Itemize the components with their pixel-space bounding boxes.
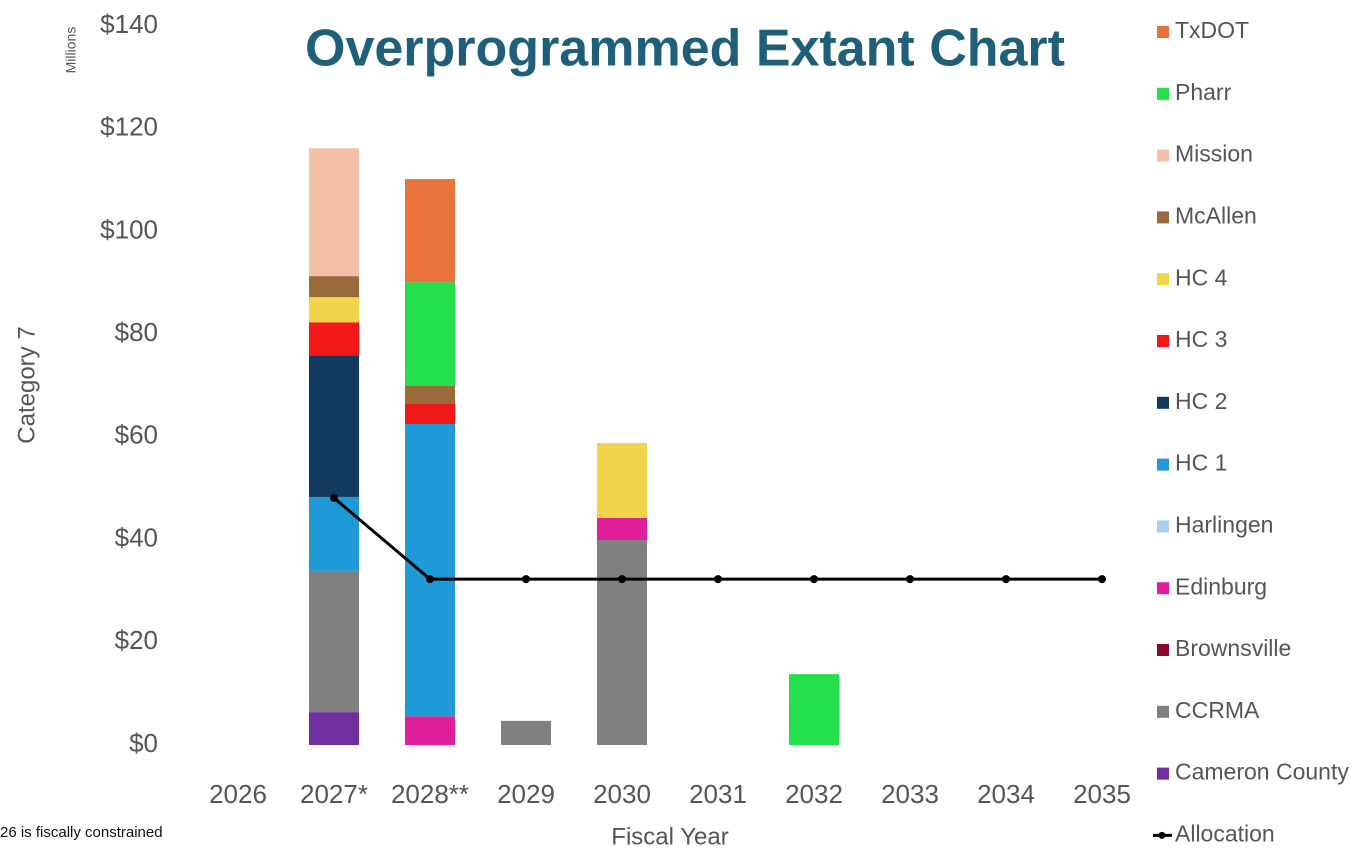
x-tick-label: 2026: [209, 779, 267, 809]
y-tick-label: $40: [115, 522, 158, 552]
bar-segment: [309, 355, 359, 497]
bar-segment: [309, 496, 359, 571]
x-tick-label: 2033: [881, 779, 939, 809]
x-tick-label: 2034: [977, 779, 1035, 809]
legend-label: CCRMA: [1175, 697, 1260, 723]
x-axis-title: Fiscal Year: [611, 823, 728, 850]
legend-swatch: [1157, 582, 1169, 595]
legend-label: Brownsville: [1175, 635, 1291, 661]
x-tick-label: 2027*: [300, 779, 368, 809]
allocation-marker: [426, 575, 434, 584]
legend-label: Pharr: [1175, 79, 1232, 105]
y-tick-label: $80: [115, 317, 158, 347]
allocation-marker: [906, 575, 914, 584]
bar-segment: [309, 322, 359, 356]
bar-segment: [309, 570, 359, 713]
footnote: 26 is fiscally constrained: [0, 824, 163, 841]
allocation-marker: [330, 493, 338, 502]
legend-label: HC 3: [1175, 326, 1227, 352]
legend-swatch: [1157, 396, 1169, 409]
allocation-marker: [1098, 575, 1106, 584]
allocation-marker: [522, 575, 530, 584]
legend-label: Harlingen: [1175, 511, 1273, 537]
y-tick-label: $140: [100, 9, 158, 39]
legend-swatch: [1157, 705, 1169, 718]
legend-label: HC 1: [1175, 450, 1227, 476]
x-tick-label: 2030: [593, 779, 651, 809]
x-tick-label: 2032: [785, 779, 843, 809]
x-tick-label: 2028**: [391, 779, 469, 809]
bar-segment: [309, 712, 359, 745]
legend-label: Edinburg: [1175, 573, 1267, 599]
y-tick-label: $60: [115, 420, 158, 450]
bar-segment: [309, 297, 359, 323]
bar-segment: [405, 403, 455, 425]
legend-label: McAllen: [1175, 202, 1257, 228]
y-tick-label: $20: [115, 625, 158, 655]
legend-label: TxDOT: [1175, 17, 1249, 43]
legend-label: Allocation: [1175, 820, 1275, 846]
bar-segment: [597, 443, 647, 519]
legend-swatch: [1157, 644, 1169, 656]
x-tick-label: 2035: [1073, 779, 1131, 809]
x-tick-label: 2031: [689, 779, 747, 809]
legend-swatch: [1157, 335, 1169, 347]
legend-swatch: [1157, 273, 1169, 286]
x-tick-label: 2029: [497, 779, 555, 809]
legend-label: HC 4: [1175, 264, 1228, 290]
legend-swatch: [1157, 87, 1169, 100]
legend-swatch: [1157, 458, 1169, 471]
legend-swatch: [1157, 149, 1169, 162]
legend-swatch: [1157, 26, 1169, 38]
bar-segment: [597, 540, 647, 745]
chart-title: Overprogrammed Extant Chart: [305, 20, 1065, 78]
bar-segment: [405, 716, 455, 745]
y-tick-label: $100: [100, 214, 158, 244]
legend-label: HC 2: [1175, 388, 1227, 414]
allocation-marker: [714, 575, 722, 584]
allocation-marker: [810, 575, 818, 584]
bar-segment: [405, 424, 455, 717]
legend-swatch: [1157, 211, 1169, 224]
bar-segment: [501, 720, 551, 745]
legend-label: Cameron County: [1175, 759, 1349, 785]
y-tick-label: $120: [100, 112, 158, 142]
bar-segment: [597, 518, 647, 541]
bar-segment: [789, 674, 839, 745]
y-axis-title: Category 7: [13, 326, 40, 443]
bar-segment: [405, 179, 455, 283]
legend-swatch: [1158, 831, 1166, 839]
bar-segment: [309, 148, 359, 277]
legend-swatch: [1157, 767, 1169, 780]
bar-segment: [405, 282, 455, 387]
y-tick-label: $0: [129, 728, 158, 758]
allocation-marker: [1002, 575, 1010, 584]
y-unit-label: Millions: [63, 27, 79, 74]
legend-label: Mission: [1175, 141, 1253, 167]
bar-segment: [405, 386, 455, 404]
allocation-marker: [618, 575, 626, 584]
bar-segment: [309, 276, 359, 298]
legend-swatch: [1157, 520, 1169, 533]
